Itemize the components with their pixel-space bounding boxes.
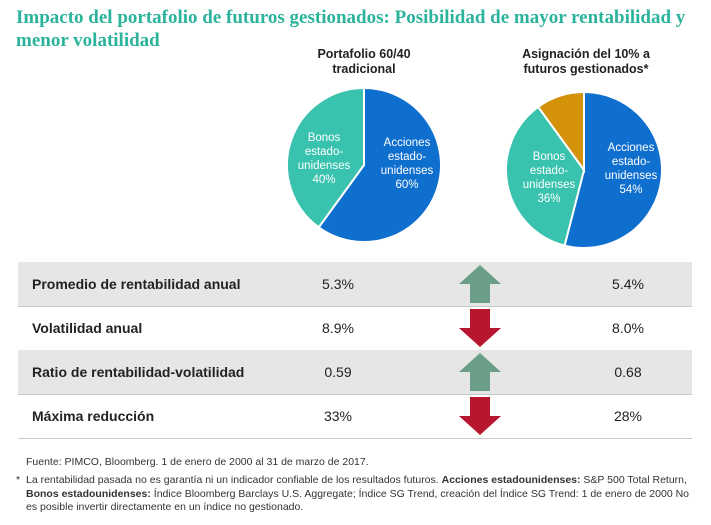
source-note: Fuente: PIMCO, Bloomberg. 1 de enero de …	[26, 456, 369, 468]
pie-1-title-line-1: Portafolio 60/40	[317, 47, 411, 61]
footnote-part-2: S&P 500 Total Return,	[580, 474, 687, 486]
pie-2-slice-1	[563, 90, 663, 249]
pie-2-title: Asignación del 10% a futuros gestionados…	[486, 47, 686, 77]
metric-label: Volatilidad anual	[32, 320, 143, 336]
metric-label: Máxima reducción	[32, 408, 155, 424]
value-60-40: 0.59	[324, 364, 352, 380]
chart-title: Impacto del portafolio de futuros gestio…	[16, 6, 706, 52]
value-managed-futures: 0.68	[614, 364, 642, 380]
footnote-asterisk: *	[16, 474, 21, 486]
row-divider	[18, 306, 692, 307]
metric-label: Promedio de rentabilidad anual	[32, 276, 241, 292]
pie-2-slice-1-label: Acciones estado-unidenses 54%	[605, 142, 658, 196]
table-row: Máxima reducción 33% 28%	[18, 394, 692, 438]
table-row: Ratio de rentabilidad-volatilidad 0.59 0…	[18, 350, 692, 394]
arrow-down-icon	[458, 396, 502, 436]
value-managed-futures: 8.0%	[612, 320, 644, 336]
pie-2-slice-2	[505, 105, 586, 247]
metric-label: Ratio de rentabilidad-volatilidad	[32, 364, 245, 380]
footnote-text: La rentabilidad pasada no es garantía ni…	[26, 474, 696, 515]
table-row: Promedio de rentabilidad anual 5.3% 5.4%	[18, 262, 692, 306]
pie-1-slice-2-label: Bonos estado-unidenses 40%	[298, 132, 351, 186]
value-managed-futures: 28%	[613, 408, 643, 424]
pie-2-slice-3	[536, 90, 585, 174]
title-line-2: menor volatilidad	[16, 30, 160, 51]
arrow-down-icon	[458, 308, 502, 348]
pie-1-slice-2	[286, 86, 365, 229]
pie-1-slice-1	[317, 86, 442, 243]
row-divider	[18, 394, 692, 395]
footnote-bold-2: Bonos estadounidenses:	[26, 487, 151, 500]
pie-1-slice-1-label: Acciones estado-unidenses 60%	[381, 137, 434, 191]
footnote: * La rentabilidad pasada no es garantía …	[16, 474, 696, 515]
table-row: Volatilidad anual 8.9% 8.0%	[18, 306, 692, 350]
value-60-40: 33%	[323, 408, 353, 424]
value-60-40: 5.3%	[322, 276, 354, 292]
pie-1-title-line-2: tradicional	[332, 62, 396, 76]
footnote-part-3: Índice Bloomberg Barclays U.S. Aggregate…	[26, 487, 690, 514]
pie-2-title-line-2: futuros gestionados*	[523, 62, 649, 76]
pie-2-slice-2-label: Bonos estado-unidenses 36%	[523, 151, 576, 205]
value-managed-futures: 5.4%	[612, 276, 644, 292]
arrow-up-icon	[458, 264, 502, 304]
value-60-40: 8.9%	[322, 320, 354, 336]
footnote-bold-1: Acciones estadounidenses:	[441, 474, 581, 486]
arrow-up-icon	[458, 352, 502, 392]
pie-2-title-line-1: Asignación del 10% a	[522, 47, 650, 61]
row-divider	[18, 438, 692, 439]
pie-charts: Acciones estado-unidenses 60% Bonos estado-u…	[286, 86, 663, 249]
pie-1-title: Portafolio 60/40 tradicional	[264, 47, 464, 77]
title-line-1: Impacto del portafolio de futuros gestio…	[16, 7, 686, 28]
footnote-part-1: La rentabilidad pasada no es garantía ni…	[26, 474, 442, 486]
